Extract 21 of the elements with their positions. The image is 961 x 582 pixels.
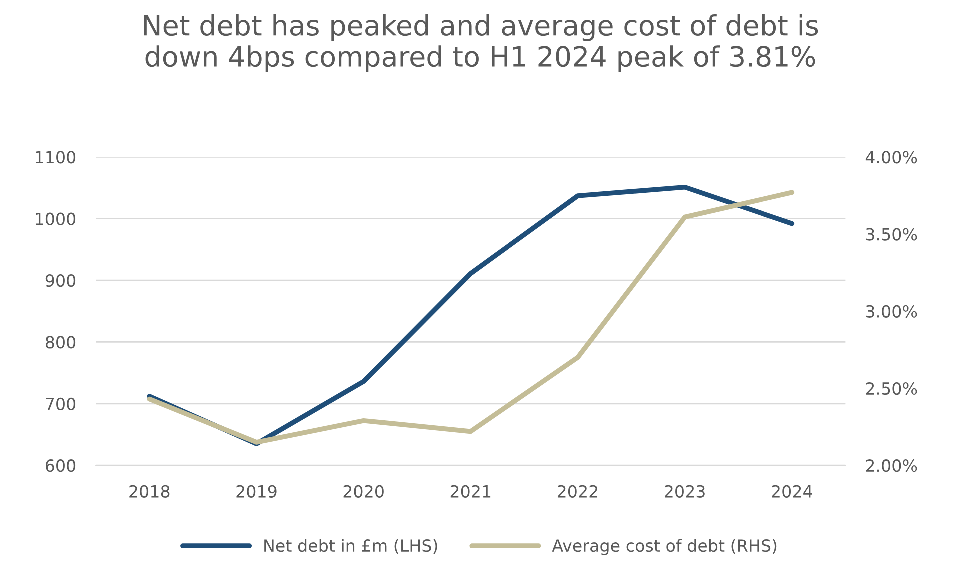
y-tick-label: 600 xyxy=(46,460,76,472)
y2-tick-label: 3.00% xyxy=(866,305,918,318)
y2-tick-label: 2.00% xyxy=(866,460,918,472)
y2-tick-label: 3.50% xyxy=(866,228,918,241)
y-tick-label: 800 xyxy=(46,336,76,349)
chart-title: Net debt has peaked and average cost of debt is down 4bps compared to H1 2024 peak of 3.81% xyxy=(144,14,818,73)
x-tick-label: 2023 xyxy=(665,485,705,498)
legend-label: Net debt in £m (LHS) xyxy=(264,539,438,554)
y-tick-label: 700 xyxy=(46,398,76,410)
x-tick-label: 2021 xyxy=(450,485,491,498)
x-tick-label: 2018 xyxy=(130,485,170,498)
y2-tick-label: 4.00% xyxy=(866,151,918,164)
y2-tick-label: 2.50% xyxy=(866,382,918,396)
legend-label: Average cost of debt (RHS) xyxy=(552,539,777,556)
y-tick-label: 1100 xyxy=(36,151,76,164)
x-tick-label: 2024 xyxy=(772,485,812,498)
x-tick-label: 2020 xyxy=(344,485,384,498)
y-tick-label: 1000 xyxy=(36,212,76,226)
x-tick-label: 2022 xyxy=(558,485,598,498)
y-tick-label: 900 xyxy=(46,274,76,288)
x-tick-label: 2019 xyxy=(236,485,277,498)
